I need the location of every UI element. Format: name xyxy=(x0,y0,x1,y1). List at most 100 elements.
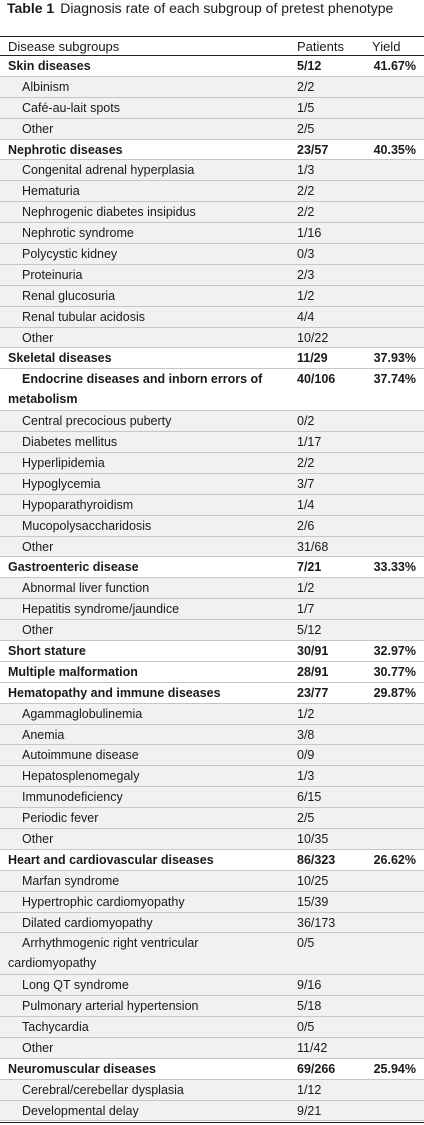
subgroup-row: Central precocious puberty 0/2 xyxy=(0,411,424,433)
row-patients: 69/266 xyxy=(297,1061,336,1076)
category-row: Short stature 30/91 32.97% xyxy=(0,640,424,662)
subgroup-row: Hematuria 2/2 xyxy=(0,181,424,203)
row-patients: 2/2 xyxy=(297,79,315,94)
row-subgroup-name: Immunodeficiency xyxy=(22,790,123,805)
table-label: Table 1 xyxy=(7,0,55,16)
row-patients: 1/2 xyxy=(297,581,315,596)
subgroup-row: Periodic fever 2/5 xyxy=(0,808,424,829)
subgroup-row: Dilated cardiomyopathy 36/173 xyxy=(0,912,424,934)
row-patients: 5/12 xyxy=(297,59,322,73)
subgroup-row: Agammaglobulinemia 1/2 xyxy=(0,703,424,725)
row-subgroup-name: Arrhythmogenic right ventricular cardiom… xyxy=(8,936,199,971)
row-subgroup-name: Abnormal liver function xyxy=(22,581,150,596)
row-subgroup-name: Pulmonary arterial hypertension xyxy=(22,999,199,1014)
row-subgroup-name: Multiple malformation xyxy=(8,664,138,679)
row-yield: 30.77% xyxy=(373,664,416,679)
row-subgroup-name: Hypoparathyroidism xyxy=(22,497,134,512)
row-subgroup-name: Other xyxy=(22,330,54,345)
row-subgroup-name: Endocrine diseases and inborn errors of … xyxy=(8,372,263,407)
row-subgroup-name: Hepatitis syndrome/jaundice xyxy=(22,602,180,617)
category-row: Endocrine diseases and inborn errors of … xyxy=(0,369,424,412)
subgroup-row: Arrhythmogenic right ventricular cardiom… xyxy=(0,933,424,976)
row-patients: 4/4 xyxy=(297,309,315,324)
row-yield: 41.67% xyxy=(373,59,416,73)
row-patients: 1/16 xyxy=(297,226,322,241)
subgroup-row: Immunodeficiency 6/15 xyxy=(0,787,424,809)
row-subgroup-name: Marfan syndrome xyxy=(22,873,120,888)
row-yield: 29.87% xyxy=(373,685,416,700)
row-subgroup-name: Heart and cardiovascular diseases xyxy=(8,852,214,867)
row-subgroup-name: Proteinuria xyxy=(22,267,83,282)
row-patients: 1/3 xyxy=(297,163,315,178)
subgroup-row: Other 5/12 xyxy=(0,620,424,641)
row-subgroup-name: Polycystic kidney xyxy=(22,247,118,262)
subgroup-row: Abnormal liver function 1/2 xyxy=(0,578,424,600)
row-patients: 11/29 xyxy=(297,351,328,366)
row-subgroup-name: Neuromuscular diseases xyxy=(8,1061,156,1076)
subgroup-row: Pulmonary arterial hypertension 5/18 xyxy=(0,996,424,1017)
row-patients: 2/5 xyxy=(297,121,315,136)
subgroup-row: Developmental delay 9/21 xyxy=(0,1100,424,1122)
row-subgroup-name: Nephrogenic diabetes insipidus xyxy=(22,205,196,220)
row-subgroup-name: Renal glucosuria xyxy=(22,288,116,303)
row-subgroup-name: Anemia xyxy=(22,727,65,742)
subgroup-row: Mucopolysaccharidosis 2/6 xyxy=(0,515,424,537)
row-subgroup-name: Hyperlipidemia xyxy=(22,455,105,470)
row-patients: 2/2 xyxy=(297,455,315,470)
row-subgroup-name: Hematopathy and immune diseases xyxy=(8,685,221,700)
row-subgroup-name: Long QT syndrome xyxy=(22,978,129,993)
header-yield: Yield xyxy=(372,39,401,54)
subgroup-row: Tachycardia 0/5 xyxy=(0,1017,424,1038)
row-patients: 86/323 xyxy=(297,852,336,867)
row-patients: 28/91 xyxy=(297,664,329,679)
subgroup-row: Hypertrophic cardiomyopathy 15/39 xyxy=(0,891,424,913)
category-row: Nephrotic diseases 23/57 40.35% xyxy=(0,139,424,161)
row-patients: 10/25 xyxy=(297,873,329,888)
row-patients: 0/3 xyxy=(297,247,315,262)
row-patients: 1/3 xyxy=(297,769,315,784)
row-patients: 23/57 xyxy=(297,142,329,157)
row-subgroup-name: Café-au-lait spots xyxy=(22,100,120,115)
row-subgroup-name: Hypertrophic cardiomyopathy xyxy=(22,894,185,909)
subgroup-row: Other 10/35 xyxy=(0,828,424,850)
subgroup-row: Albinism 2/2 xyxy=(0,76,424,98)
row-patients: 2/2 xyxy=(297,205,315,220)
row-patients: 7/21 xyxy=(297,560,322,575)
category-row: Multiple malformation 28/91 30.77% xyxy=(0,661,424,683)
subgroup-row: Diabetes mellitus 1/17 xyxy=(0,432,424,453)
row-patients: 2/3 xyxy=(297,267,315,282)
row-subgroup-name: Albinism xyxy=(22,79,70,94)
subgroup-row: Nephrotic syndrome 1/16 xyxy=(0,223,424,245)
row-patients: 3/7 xyxy=(297,476,315,491)
row-subgroup-name: Autoimmune disease xyxy=(22,748,139,763)
subgroup-row: Other 10/22 xyxy=(0,327,424,349)
row-subgroup-name: Other xyxy=(22,539,54,554)
row-patients: 11/42 xyxy=(297,1040,328,1055)
subgroup-row: Other 2/5 xyxy=(0,118,424,140)
row-patients: 40/106 xyxy=(297,372,336,387)
row-patients: 30/91 xyxy=(297,643,329,658)
row-yield: 25.94% xyxy=(373,1061,416,1076)
row-patients: 9/21 xyxy=(297,1103,322,1118)
row-subgroup-name: Gastroenteric disease xyxy=(8,560,139,575)
subgroup-row: Proteinuria 2/3 xyxy=(0,264,424,286)
subgroup-row: Congenital adrenal hyperplasia 1/3 xyxy=(0,160,424,182)
row-patients: 1/12 xyxy=(297,1082,322,1097)
row-subgroup-name: Hematuria xyxy=(22,184,80,199)
row-patients: 0/5 xyxy=(297,1020,315,1034)
row-subgroup-name: Congenital adrenal hyperplasia xyxy=(22,163,195,178)
row-patients: 36/173 xyxy=(297,915,336,930)
subgroup-row: Nephrogenic diabetes insipidus 2/2 xyxy=(0,202,424,224)
category-row: Neuromuscular diseases 69/266 25.94% xyxy=(0,1058,424,1080)
row-subgroup-name: Cerebral/cerebellar dysplasia xyxy=(22,1082,184,1097)
row-subgroup-name: Other xyxy=(22,623,54,638)
row-yield: 37.93% xyxy=(373,351,416,366)
row-patients: 10/35 xyxy=(297,831,329,846)
row-patients: 2/6 xyxy=(297,518,315,533)
subgroup-row: Other 11/42 xyxy=(0,1037,424,1059)
row-patients: 15/39 xyxy=(297,894,329,909)
subgroup-row: Renal glucosuria 1/2 xyxy=(0,285,424,307)
row-subgroup-name: Hepatosplenomegaly xyxy=(22,769,140,784)
category-row: Gastroenteric disease 7/21 33.33% xyxy=(0,557,424,579)
category-row: Skin diseases 5/12 41.67% xyxy=(0,56,424,77)
